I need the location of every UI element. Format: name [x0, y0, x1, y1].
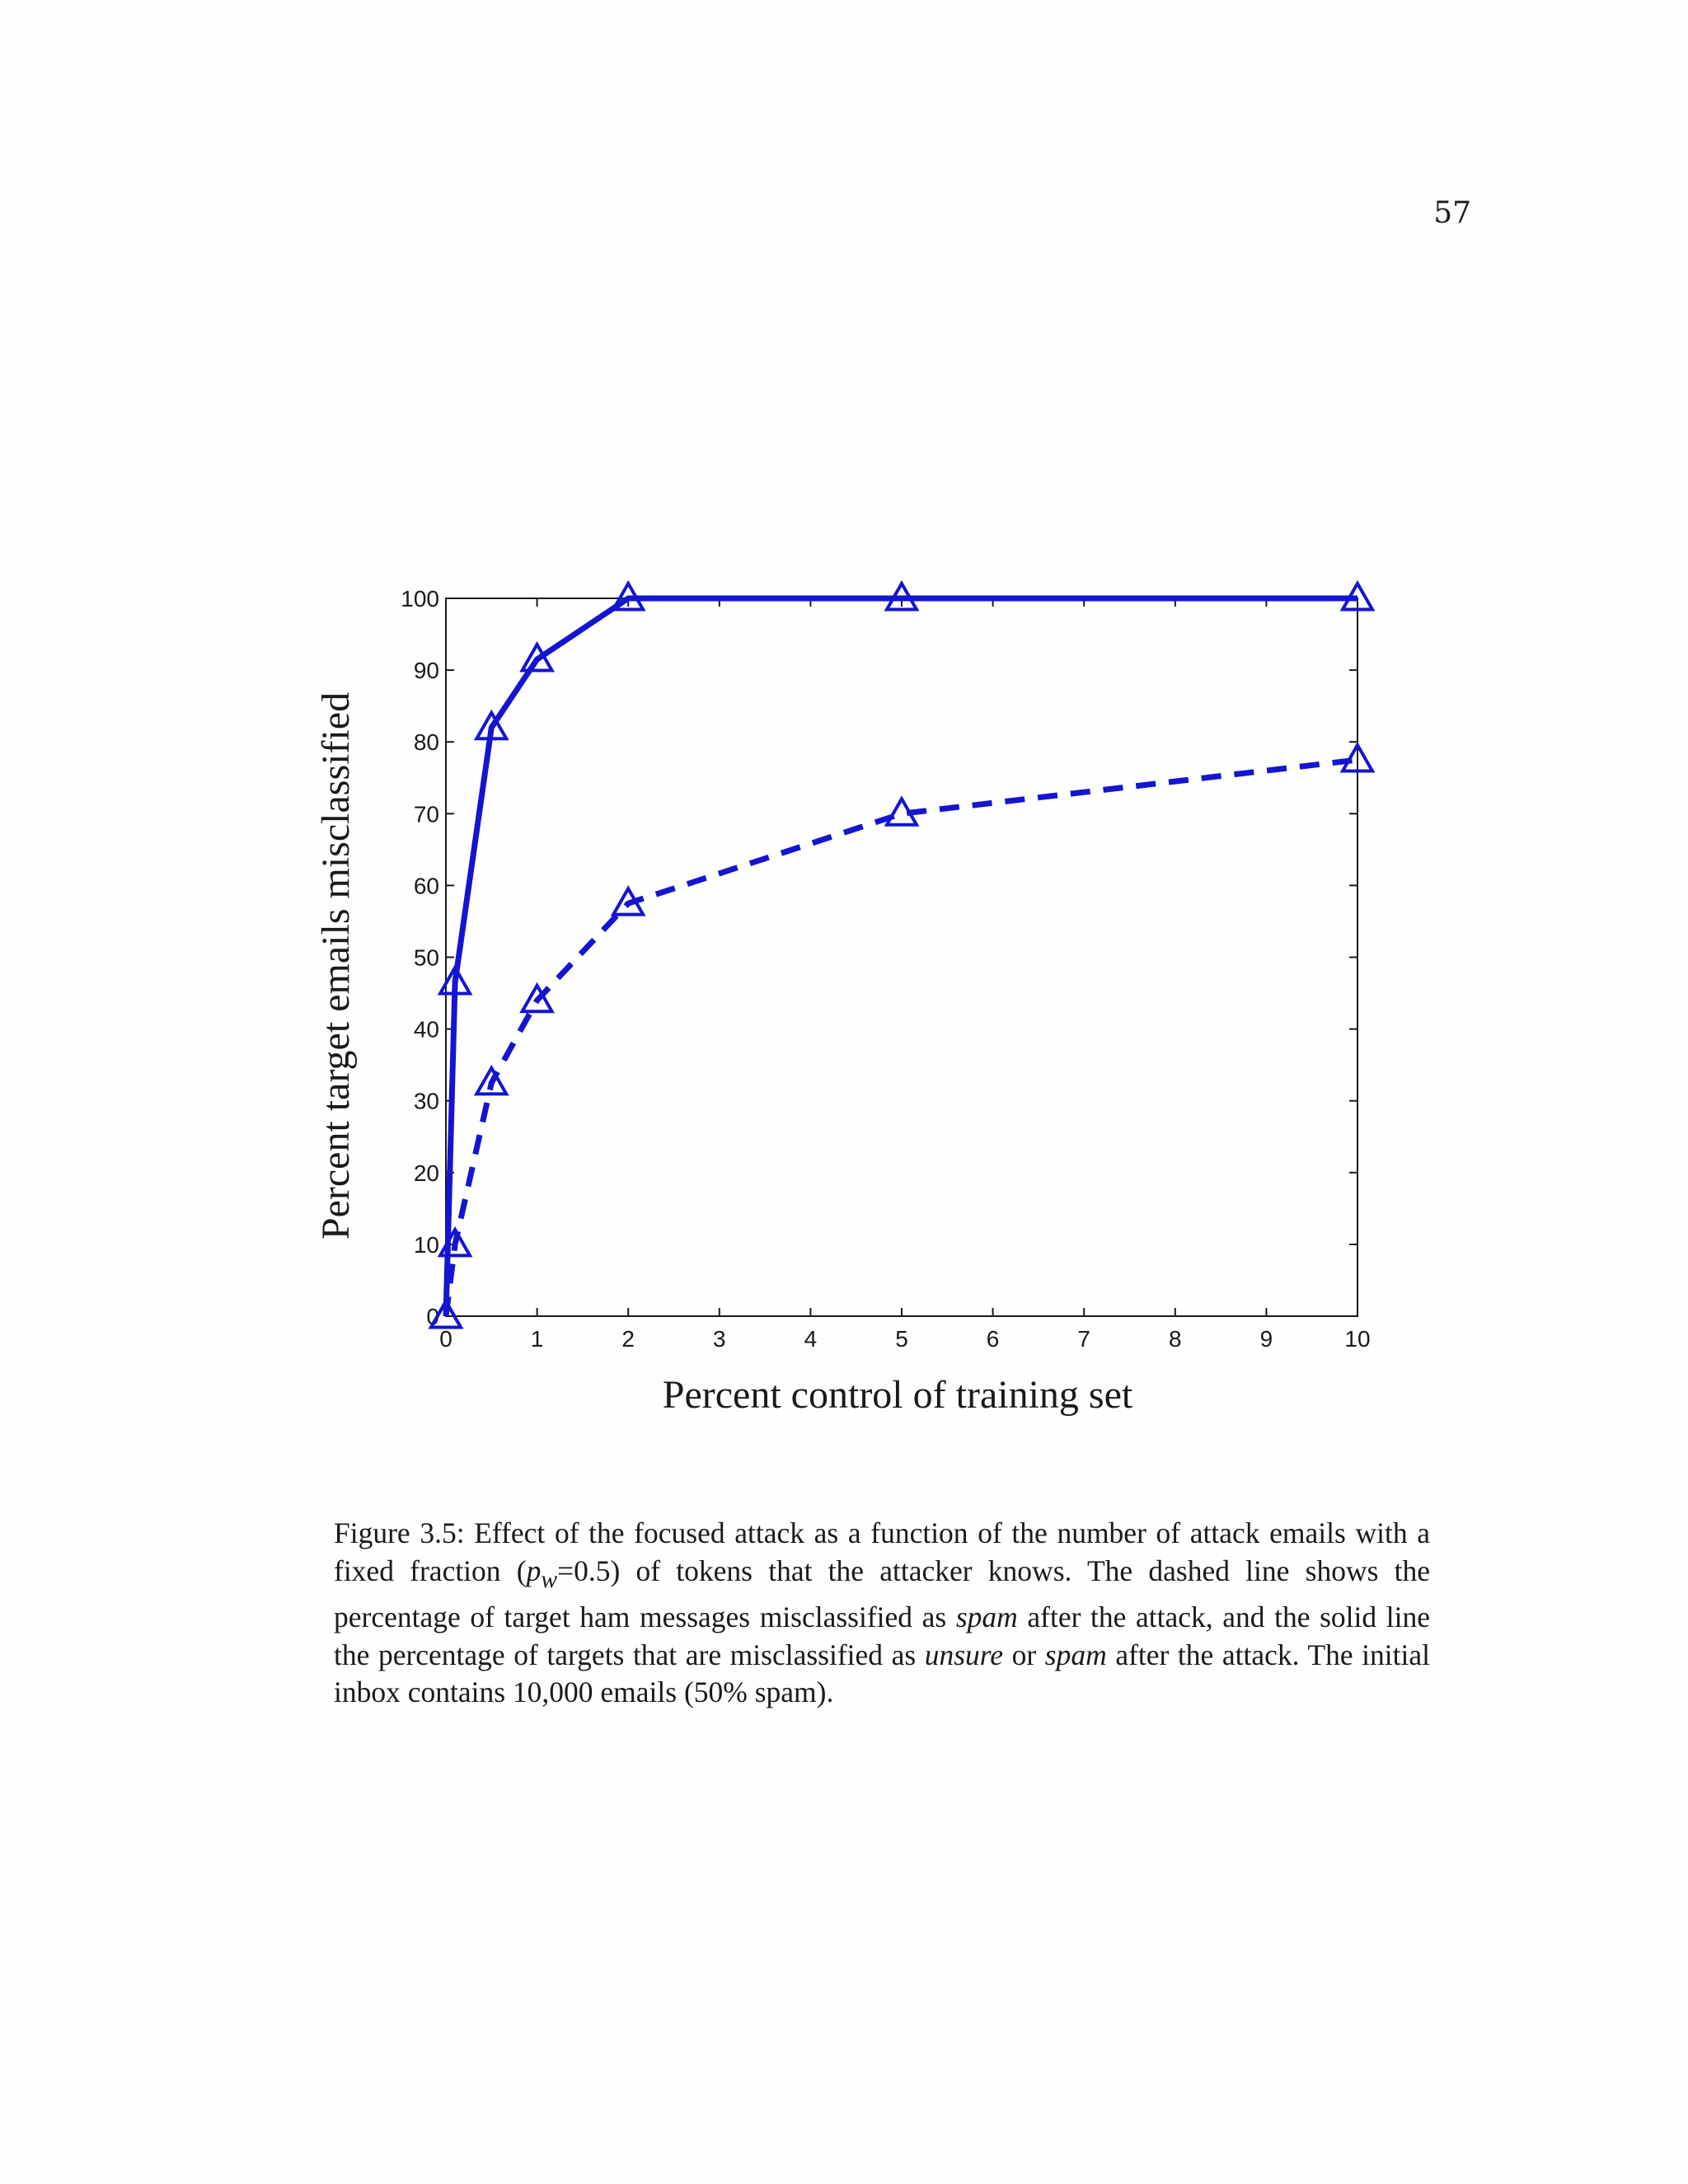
- x-tick-label: 5: [895, 1326, 908, 1352]
- caption-em-spam-2: spam: [1044, 1638, 1107, 1671]
- y-tick-label: 90: [414, 658, 439, 683]
- caption-label: Figure 3.5:: [334, 1516, 465, 1549]
- marker-dashed: [884, 795, 920, 827]
- marker-dashed: [473, 1064, 509, 1096]
- x-tick-label: 8: [1169, 1326, 1182, 1352]
- caption-text-1: Effect of the focused attack as a functi…: [334, 1516, 1430, 1587]
- figure-caption: Figure 3.5: Effect of the focused attack…: [334, 1515, 1430, 1712]
- caption-text-4: or: [1003, 1638, 1045, 1671]
- caption-text-3: after the attack, and the solid line the…: [334, 1601, 1430, 1671]
- series-line-dashed: [443, 757, 1358, 1317]
- x-tick-label: 3: [713, 1326, 726, 1352]
- marker-dashed: [610, 885, 646, 916]
- x-tick-label: 10: [1344, 1326, 1370, 1352]
- x-tick-label: 2: [621, 1326, 635, 1352]
- y-tick-label: 40: [414, 1017, 439, 1043]
- x-axis-title: Percent control of training set: [663, 1373, 1133, 1417]
- y-tick-label: 80: [414, 729, 439, 755]
- y-tick-label: 70: [414, 801, 439, 827]
- marker-solid: [519, 641, 556, 673]
- series-line-solid: [443, 595, 1357, 1317]
- marker-dashed: [428, 1297, 464, 1329]
- x-tick-label: 6: [987, 1326, 1000, 1352]
- caption-math-sub: w: [541, 1566, 558, 1593]
- y-tick-label: 10: [414, 1232, 439, 1258]
- marker-solid: [473, 709, 509, 741]
- x-tick-label: 9: [1260, 1326, 1273, 1352]
- marker-solid: [884, 579, 920, 612]
- marker-solid: [437, 963, 473, 996]
- marker-dashed: [437, 1226, 473, 1258]
- marker-dashed: [1339, 741, 1376, 773]
- y-tick-label: 60: [414, 873, 439, 898]
- caption-text-5: after the attack. The initial inbox cont…: [334, 1638, 1431, 1709]
- x-tick-label: 1: [531, 1326, 544, 1352]
- page-number: 57: [1433, 196, 1471, 230]
- caption-text-2: =0.5) of tokens that the attacker knows.…: [334, 1554, 1430, 1634]
- y-axis-title: Percent target emails misclassified: [314, 692, 358, 1240]
- caption-em-unsure: unsure: [924, 1638, 1004, 1671]
- caption-math-var: p: [526, 1554, 542, 1587]
- marker-solid: [610, 579, 646, 612]
- x-tick-label: 0: [439, 1326, 452, 1352]
- x-tick-label: 4: [804, 1326, 818, 1352]
- axis-ticks: [445, 598, 1358, 1317]
- series-layer: [428, 579, 1376, 1329]
- y-tick-label: 50: [414, 945, 439, 971]
- y-tick-label: 30: [414, 1089, 439, 1114]
- caption-em-spam: spam: [955, 1601, 1018, 1634]
- plot-frame: [445, 598, 1358, 1317]
- marker-dashed: [519, 982, 556, 1014]
- y-tick-label: 0: [426, 1304, 439, 1329]
- y-tick-label: 100: [401, 586, 439, 612]
- y-tick-label: 20: [414, 1160, 439, 1186]
- marker-solid: [1339, 579, 1376, 612]
- x-tick-label: 7: [1077, 1326, 1090, 1352]
